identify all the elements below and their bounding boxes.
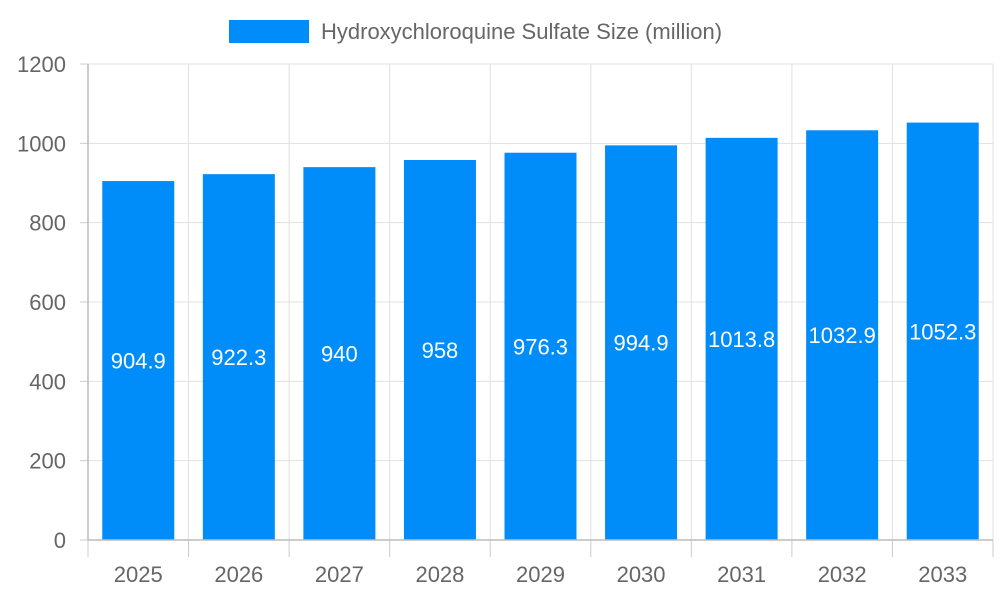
x-tick-label: 2032 xyxy=(818,562,867,587)
y-tick-label: 0 xyxy=(54,528,66,553)
x-tick-label: 2025 xyxy=(114,562,163,587)
bar xyxy=(806,130,879,540)
x-axis: 2025 2026 2027 2028 2029 2030 2031 2032 2033 xyxy=(87,539,994,587)
data-label: 958 xyxy=(422,338,459,363)
data-label: 1013.8 xyxy=(708,327,775,352)
data-label: 922.3 xyxy=(211,345,266,370)
bar xyxy=(303,167,376,540)
y-tick-label: 400 xyxy=(29,369,66,394)
y-tick-label: 1000 xyxy=(17,131,66,156)
bar xyxy=(605,145,678,541)
bar xyxy=(504,152,577,541)
bar xyxy=(102,181,175,540)
bar xyxy=(403,159,476,540)
legend-label: Hydroxychloroquine Sulfate Size (million… xyxy=(321,19,722,44)
y-tick-label: 800 xyxy=(29,211,66,236)
y-tick-label: 200 xyxy=(29,449,66,474)
x-tick-label: 2026 xyxy=(214,562,263,587)
x-tick-label: 2029 xyxy=(516,562,565,587)
data-label: 976.3 xyxy=(513,334,568,359)
legend-swatch xyxy=(229,20,309,43)
y-tick-label: 1200 xyxy=(17,52,66,77)
bars: 904.9 922.3 940 958 976.3 994.9 1013.8 1032.9 10… xyxy=(102,122,979,541)
x-tick-label: 2031 xyxy=(717,562,766,587)
data-label: 1052.3 xyxy=(909,319,976,344)
x-tick-label: 2033 xyxy=(918,562,967,587)
x-tick-label: 2027 xyxy=(315,562,364,587)
data-label: 904.9 xyxy=(111,349,166,374)
data-label: 994.9 xyxy=(614,331,669,356)
y-tick-label: 600 xyxy=(29,290,66,315)
legend[interactable]: Hydroxychloroquine Sulfate Size (million… xyxy=(229,19,722,44)
bar xyxy=(705,137,778,541)
y-axis: 0 200 400 600 800 1000 1200 xyxy=(17,52,89,553)
x-tick-label: 2030 xyxy=(617,562,666,587)
data-label: 940 xyxy=(321,342,358,367)
bar xyxy=(906,122,979,540)
bar xyxy=(202,174,275,540)
grid xyxy=(88,63,994,540)
x-tick-label: 2028 xyxy=(415,562,464,587)
data-label: 1032.9 xyxy=(809,323,876,348)
